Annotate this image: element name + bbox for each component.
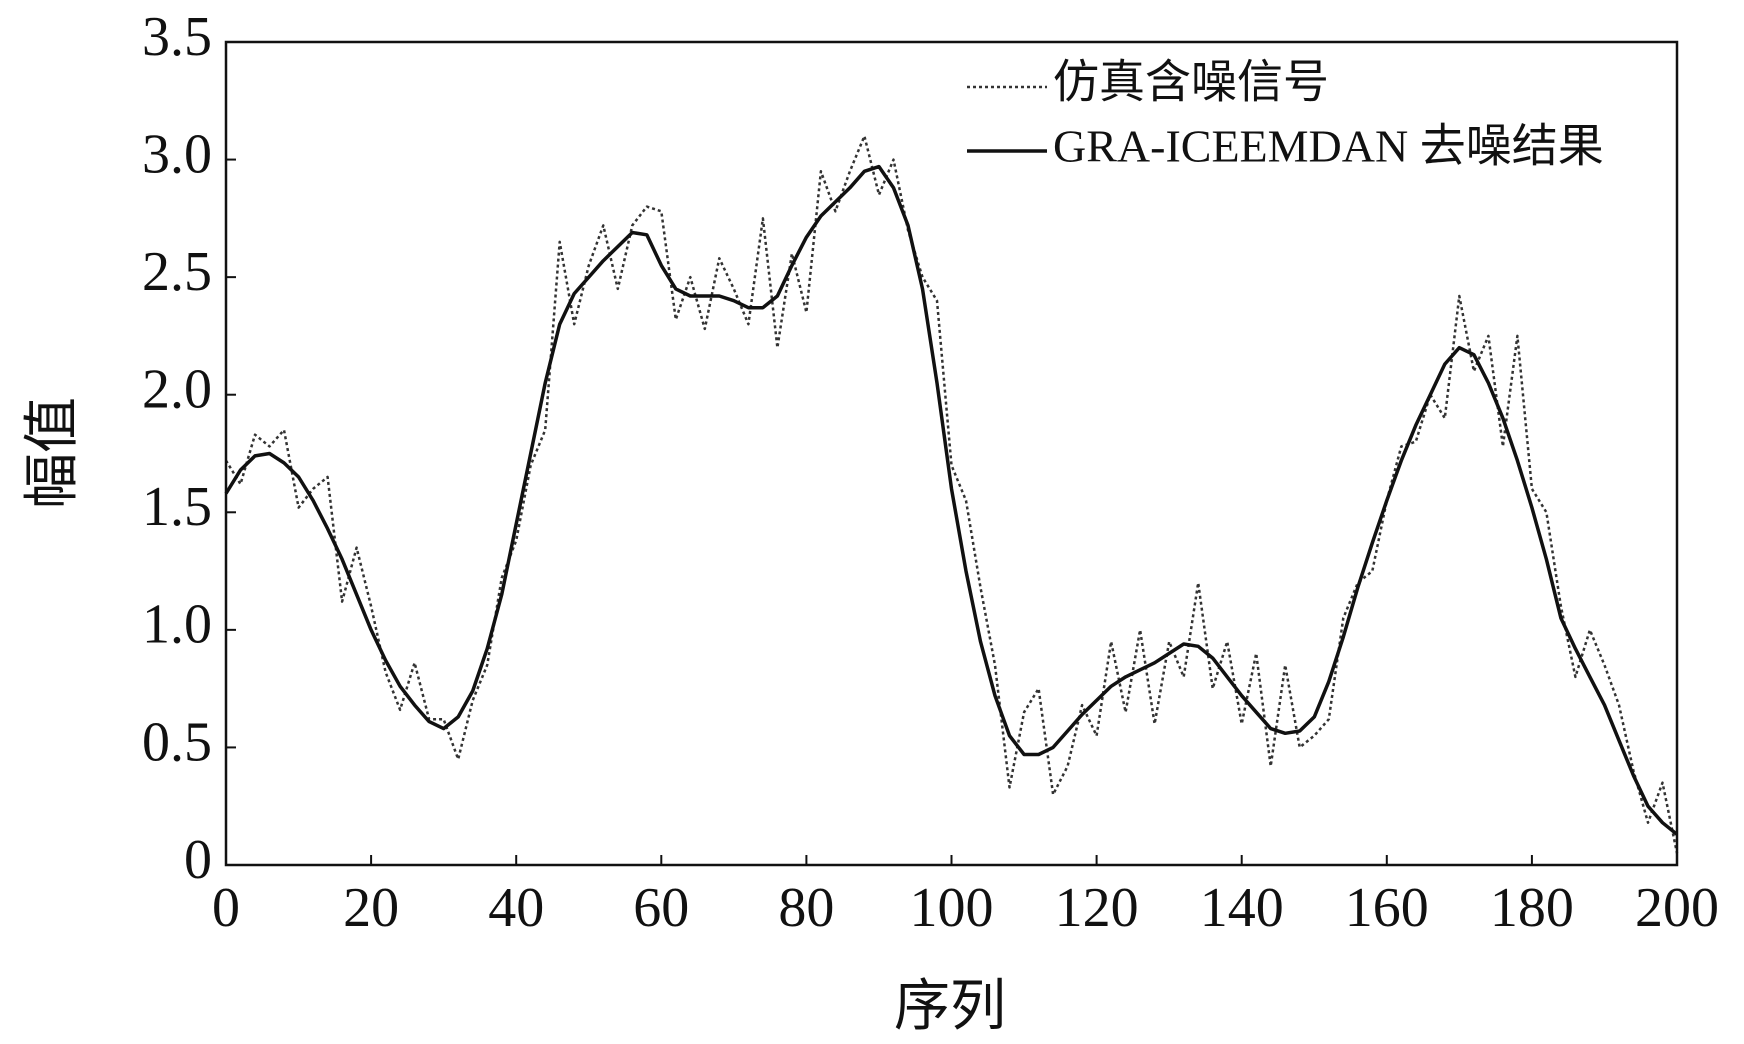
x-tick-label: 140 <box>1200 877 1284 939</box>
y-tick-label: 0.5 <box>142 711 212 773</box>
y-tick-label: 3.5 <box>142 6 212 68</box>
x-tick-label: 160 <box>1345 877 1429 939</box>
x-tick-label: 180 <box>1490 877 1574 939</box>
y-tick-label: 2.0 <box>142 359 212 421</box>
x-tick-label: 200 <box>1635 877 1719 939</box>
y-axis-title: 幅值 <box>22 397 84 509</box>
x-tick-label: 60 <box>633 877 689 939</box>
x-tick-label: 20 <box>343 877 399 939</box>
x-tick-label: 80 <box>778 877 834 939</box>
legend-label: 仿真含噪信号 <box>1053 57 1329 108</box>
y-tick-label: 1.5 <box>142 476 212 538</box>
x-tick-label: 40 <box>488 877 544 939</box>
y-tick-label: 3.0 <box>142 123 212 185</box>
x-tick-label: 100 <box>910 877 994 939</box>
x-tick-label: 120 <box>1055 877 1139 939</box>
y-tick-label: 2.5 <box>142 241 212 303</box>
legend-label: GRA-ICEEMDAN 去噪结果 <box>1053 121 1604 172</box>
y-tick-label: 0 <box>184 829 212 891</box>
plot-frame <box>224 40 1679 867</box>
y-tick-label: 1.0 <box>142 594 212 656</box>
x-tick-label: 0 <box>212 877 240 939</box>
line-series <box>224 164 1679 836</box>
x-axis-title: 序列 <box>894 976 1006 1038</box>
